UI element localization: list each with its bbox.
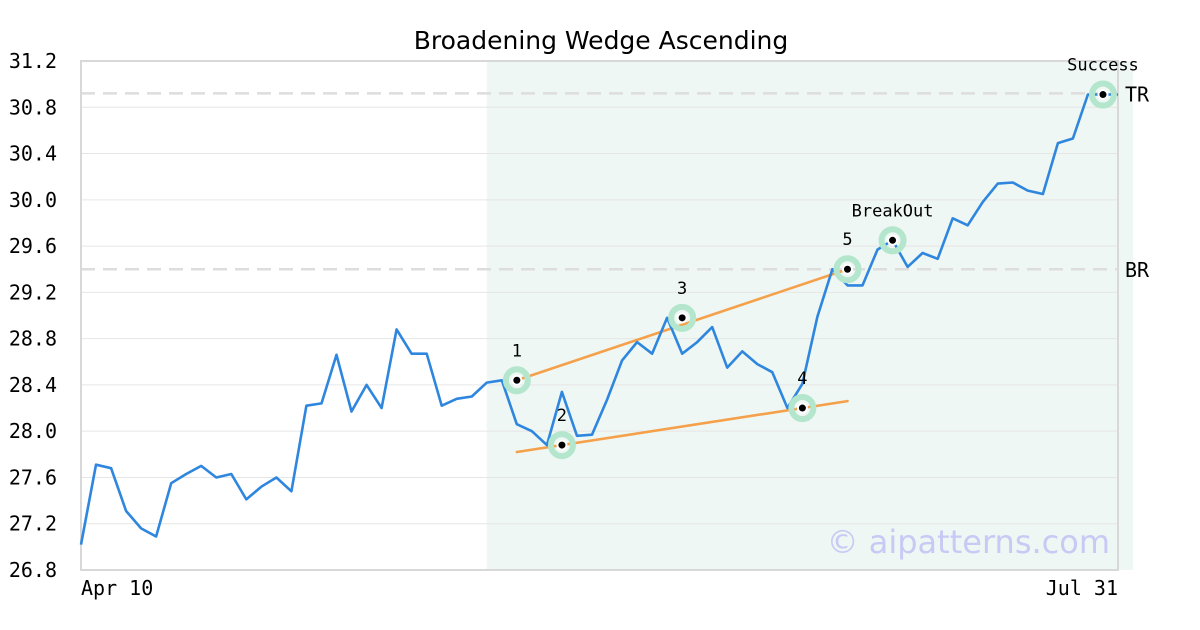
pattern-point-label: Success xyxy=(1067,56,1139,76)
marker-dot xyxy=(1099,91,1107,99)
y-tick-label: 27.2 xyxy=(9,512,57,536)
plot-frame xyxy=(80,60,1119,571)
y-tick-label: 27.6 xyxy=(9,465,57,489)
pattern-point-breakout: BreakOut xyxy=(852,201,934,255)
watermark: © aipatterns.com xyxy=(827,523,1110,561)
reference-label-br: BR xyxy=(1125,258,1150,282)
pattern-point-1: 1 xyxy=(502,341,531,395)
pattern-point-success: Success xyxy=(1067,56,1139,109)
y-tick-label: 28.0 xyxy=(9,419,57,443)
reference-label-tr: TR xyxy=(1125,82,1150,106)
marker-ring xyxy=(547,431,576,460)
marker-ring xyxy=(788,394,817,423)
pattern-point-label: 5 xyxy=(842,230,852,250)
y-axis-ticks: 26.8 27.2 27.6 28.0 28.4 28.8 29.2 29.6 30.0 30.4… xyxy=(9,49,57,582)
y-tick-label: 28.4 xyxy=(9,373,57,397)
marker-ring xyxy=(833,255,862,284)
marker-dot xyxy=(678,314,686,322)
pattern-point-5: 5 xyxy=(833,230,862,284)
marker-dot xyxy=(558,441,566,449)
pattern-point-label: BreakOut xyxy=(852,201,934,221)
pattern-point-label: 2 xyxy=(557,406,567,426)
y-tick-label: 30.0 xyxy=(9,188,57,212)
marker-dot xyxy=(798,404,806,412)
y-tick-label: 26.8 xyxy=(9,558,57,582)
x-tick-start: Apr 10 xyxy=(81,576,153,600)
reference-lines: TR BR xyxy=(81,82,1150,282)
pattern-point-4: 4 xyxy=(788,369,817,423)
marker-ring xyxy=(668,303,697,332)
y-tick-label: 29.6 xyxy=(9,234,57,258)
marker-dot xyxy=(513,376,521,384)
y-tick-label: 30.8 xyxy=(9,95,57,119)
x-tick-end: Jul 31 xyxy=(1046,576,1118,600)
price-line xyxy=(79,93,1118,545)
chart-title: Broadening Wedge Ascending xyxy=(414,26,789,55)
marker-dot xyxy=(843,265,851,273)
marker-ring xyxy=(878,226,907,255)
y-tick-label: 31.2 xyxy=(9,49,57,73)
y-tick-label: 29.2 xyxy=(9,280,57,304)
pattern-point-label: 3 xyxy=(677,279,687,299)
marker-ring xyxy=(502,366,531,395)
pattern-point-3: 3 xyxy=(668,279,697,332)
marker-ring xyxy=(1088,80,1117,109)
upper-trend-line xyxy=(515,267,849,382)
pattern-point-label: 4 xyxy=(797,369,807,389)
pattern-zone xyxy=(486,61,1134,570)
y-tick-label: 30.4 xyxy=(9,142,57,166)
y-tick-label: 28.8 xyxy=(9,327,57,351)
pattern-point-2: 2 xyxy=(547,406,576,460)
pattern-point-label: 1 xyxy=(512,341,522,361)
marker-dot xyxy=(889,236,897,244)
